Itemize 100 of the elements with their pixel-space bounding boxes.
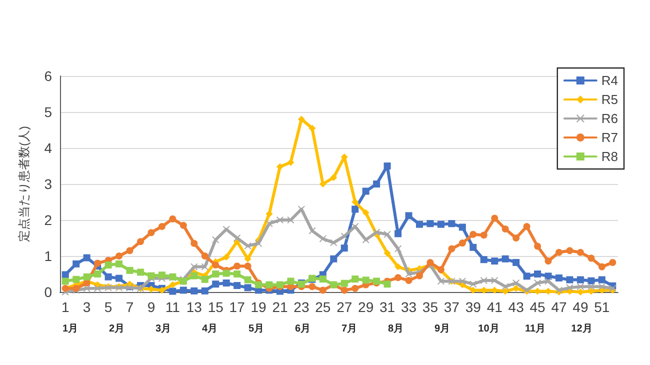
point <box>576 283 584 290</box>
point <box>319 286 326 294</box>
point <box>544 278 552 285</box>
point <box>598 283 606 290</box>
point <box>394 263 402 270</box>
point <box>576 248 584 256</box>
text: 11月 <box>524 324 546 334</box>
x-tick-label: 37 <box>444 299 460 315</box>
point <box>502 255 509 262</box>
x-tick-label: 7 <box>126 299 134 315</box>
text: 6月 <box>294 324 311 334</box>
point <box>576 276 584 284</box>
point <box>276 163 284 170</box>
point <box>448 220 456 228</box>
point <box>72 260 80 268</box>
point <box>458 224 466 231</box>
point <box>94 270 102 278</box>
point <box>534 280 542 286</box>
point <box>287 278 294 285</box>
point <box>94 284 102 292</box>
point <box>437 278 444 285</box>
point <box>534 242 542 250</box>
y-tick-label: 5 <box>44 104 52 120</box>
point <box>126 247 134 254</box>
point <box>104 273 112 280</box>
x-tick-label: 21 <box>272 299 288 315</box>
point <box>588 283 595 290</box>
point <box>384 250 391 257</box>
text: 9月 <box>434 324 450 334</box>
point <box>266 210 273 218</box>
point <box>480 232 488 239</box>
text: 5月 <box>248 324 264 334</box>
point <box>566 247 574 254</box>
point <box>244 284 252 292</box>
point <box>244 276 252 284</box>
point <box>384 280 391 288</box>
point <box>491 258 498 265</box>
point <box>126 266 134 274</box>
point <box>287 158 294 166</box>
point <box>72 276 80 283</box>
y-tick-label: 2 <box>44 212 52 228</box>
point <box>512 284 520 292</box>
point <box>405 212 412 220</box>
point <box>169 288 176 295</box>
point <box>426 220 434 228</box>
point <box>512 258 520 266</box>
point <box>544 258 552 265</box>
point <box>555 274 562 282</box>
text: 2月 <box>108 324 125 334</box>
point <box>234 282 241 290</box>
point <box>470 244 477 251</box>
point <box>190 240 198 247</box>
legend-label: R6 <box>601 111 618 126</box>
point <box>394 230 402 238</box>
point <box>362 276 370 284</box>
point <box>180 222 187 229</box>
point <box>588 254 595 262</box>
x-tick-label: 49 <box>572 299 588 315</box>
point <box>190 263 198 270</box>
x-tick-label: 47 <box>551 299 567 315</box>
text: 1月 <box>62 324 78 334</box>
point <box>201 276 208 283</box>
y-tick-label: 6 <box>44 68 52 84</box>
point <box>458 278 466 285</box>
point <box>266 220 273 228</box>
point <box>266 281 273 288</box>
point <box>566 276 574 284</box>
point <box>244 255 252 262</box>
x-tick-label: 45 <box>530 299 546 315</box>
y-tick-label: 1 <box>44 248 52 264</box>
point <box>598 276 606 284</box>
x-tick-label: 39 <box>465 299 482 315</box>
point <box>534 270 542 278</box>
point <box>83 254 90 262</box>
y-tick-label: 3 <box>44 176 52 192</box>
point <box>308 283 316 290</box>
point <box>512 234 520 242</box>
point <box>319 180 326 188</box>
point <box>394 245 402 252</box>
point <box>502 283 509 290</box>
point <box>298 206 305 213</box>
point <box>212 270 220 278</box>
point <box>83 273 90 280</box>
point <box>437 220 444 228</box>
point <box>244 242 252 250</box>
point <box>352 206 359 213</box>
text: 3月 <box>155 324 172 334</box>
point <box>480 256 488 264</box>
point <box>394 274 402 282</box>
point <box>222 254 230 261</box>
point <box>136 238 144 246</box>
y-axis-title: 定点当たり患者数(人) <box>17 126 31 242</box>
point <box>470 280 477 288</box>
x-tick-label: 35 <box>422 299 438 315</box>
point <box>448 245 456 252</box>
point <box>234 270 241 278</box>
point <box>340 244 348 252</box>
point <box>116 274 123 282</box>
point <box>405 276 412 284</box>
point <box>212 280 220 288</box>
